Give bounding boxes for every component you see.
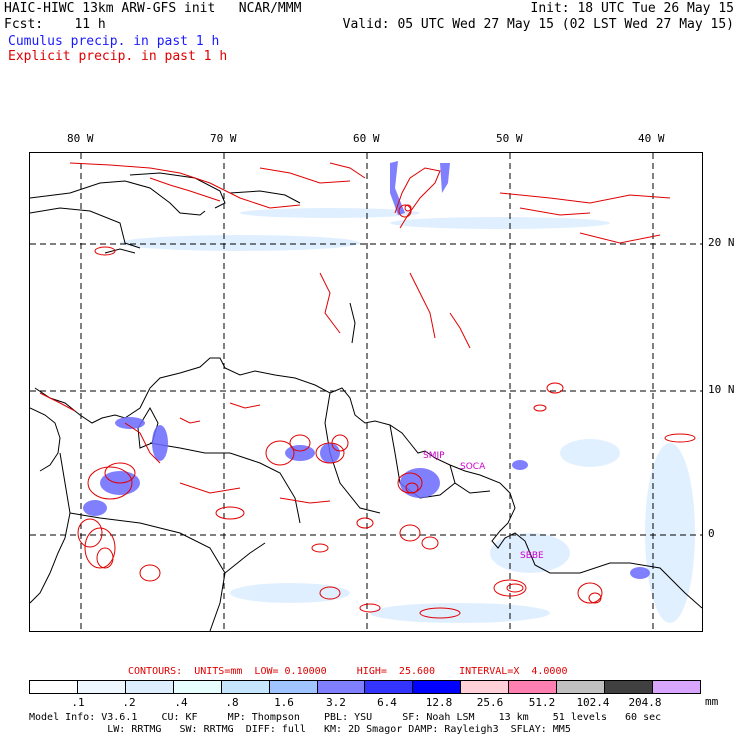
- lon-label-80w: 80 W: [67, 132, 94, 145]
- colorbar-tick: 3.2: [326, 696, 346, 709]
- valid-time: Valid: 05 UTC Wed 27 May 15 (02 LST Wed …: [342, 17, 734, 32]
- colorbar-tick: .2: [122, 696, 136, 709]
- map-canvas: SMJP SOCA SBBE: [30, 153, 702, 631]
- legend-explicit: Explicit precip. in past 1 h: [8, 49, 228, 64]
- lat-label-0: 0: [708, 527, 715, 540]
- lon-label-70w: 70 W: [210, 132, 237, 145]
- colorbar-swatch: [652, 681, 700, 693]
- colorbar-swatch: [413, 681, 462, 693]
- lat-lon-grid: [30, 153, 702, 631]
- colorbar-tick: .1: [71, 696, 85, 709]
- colorbar-swatch: [77, 681, 126, 693]
- colorbar-swatch: [605, 681, 653, 693]
- station-label-soca: SOCA: [460, 462, 486, 472]
- colorbar-swatch: [557, 681, 606, 693]
- colorbar-tick: .4: [174, 696, 188, 709]
- cumulus-precip: [83, 161, 650, 579]
- precip-map: SMJP SOCA SBBE: [29, 152, 703, 632]
- colorbar-units: mm: [705, 695, 719, 708]
- colorbar-swatch: [365, 681, 414, 693]
- colorbar-swatch: [221, 681, 270, 693]
- header-title: HAIC-HIWC 13km ARW-GFS init NCAR/MMM: [4, 1, 302, 16]
- colorbar-swatch: [317, 681, 366, 693]
- station-label-sbbe: SBBE: [520, 551, 544, 561]
- colorbar-swatch: [125, 681, 174, 693]
- model-info-line1: Model Info: V3.6.1 CU: KF MP: Thompson P…: [29, 712, 662, 723]
- colorbar-tick: 1.6: [274, 696, 294, 709]
- lat-label-20n: 20 N: [708, 236, 735, 249]
- colorbar-tick: 6.4: [377, 696, 397, 709]
- model-info-line2: LW: RRTMG SW: RRTMG DIFF: full KM: 2D Sm…: [29, 724, 571, 735]
- cumulus-light-patches: [120, 208, 695, 623]
- init-time: Init: 18 UTC Tue 26 May 15: [530, 1, 735, 16]
- colorbar-swatch: [509, 681, 558, 693]
- lon-label-40w: 40 W: [638, 132, 665, 145]
- colorbar-tick: 12.8: [425, 696, 453, 709]
- colorbar-tick: 204.8: [628, 696, 662, 709]
- colorbar: [29, 680, 701, 694]
- colorbar-tick: .8: [225, 696, 239, 709]
- colorbar-swatch: [461, 681, 510, 693]
- colorbar-swatch: [173, 681, 222, 693]
- station-label-smjp: SMJP: [423, 451, 445, 461]
- forecast-hour: Fcst: 11 h: [4, 17, 106, 32]
- legend-cumulus: Cumulus precip. in past 1 h: [8, 34, 220, 49]
- colorbar-swatch: [269, 681, 318, 693]
- lon-label-50w: 50 W: [496, 132, 523, 145]
- lat-label-10n: 10 N: [708, 383, 735, 396]
- colorbar-tick: 102.4: [576, 696, 610, 709]
- lon-label-60w: 60 W: [353, 132, 380, 145]
- colorbar-swatch: [30, 681, 78, 693]
- colorbar-tick: 25.6: [476, 696, 504, 709]
- explicit-precip-contours: [39, 162, 696, 619]
- contours-info: CONTOURS: UNITS=mm LOW= 0.10000 HIGH= 25…: [128, 666, 568, 677]
- colorbar-tick: 51.2: [528, 696, 556, 709]
